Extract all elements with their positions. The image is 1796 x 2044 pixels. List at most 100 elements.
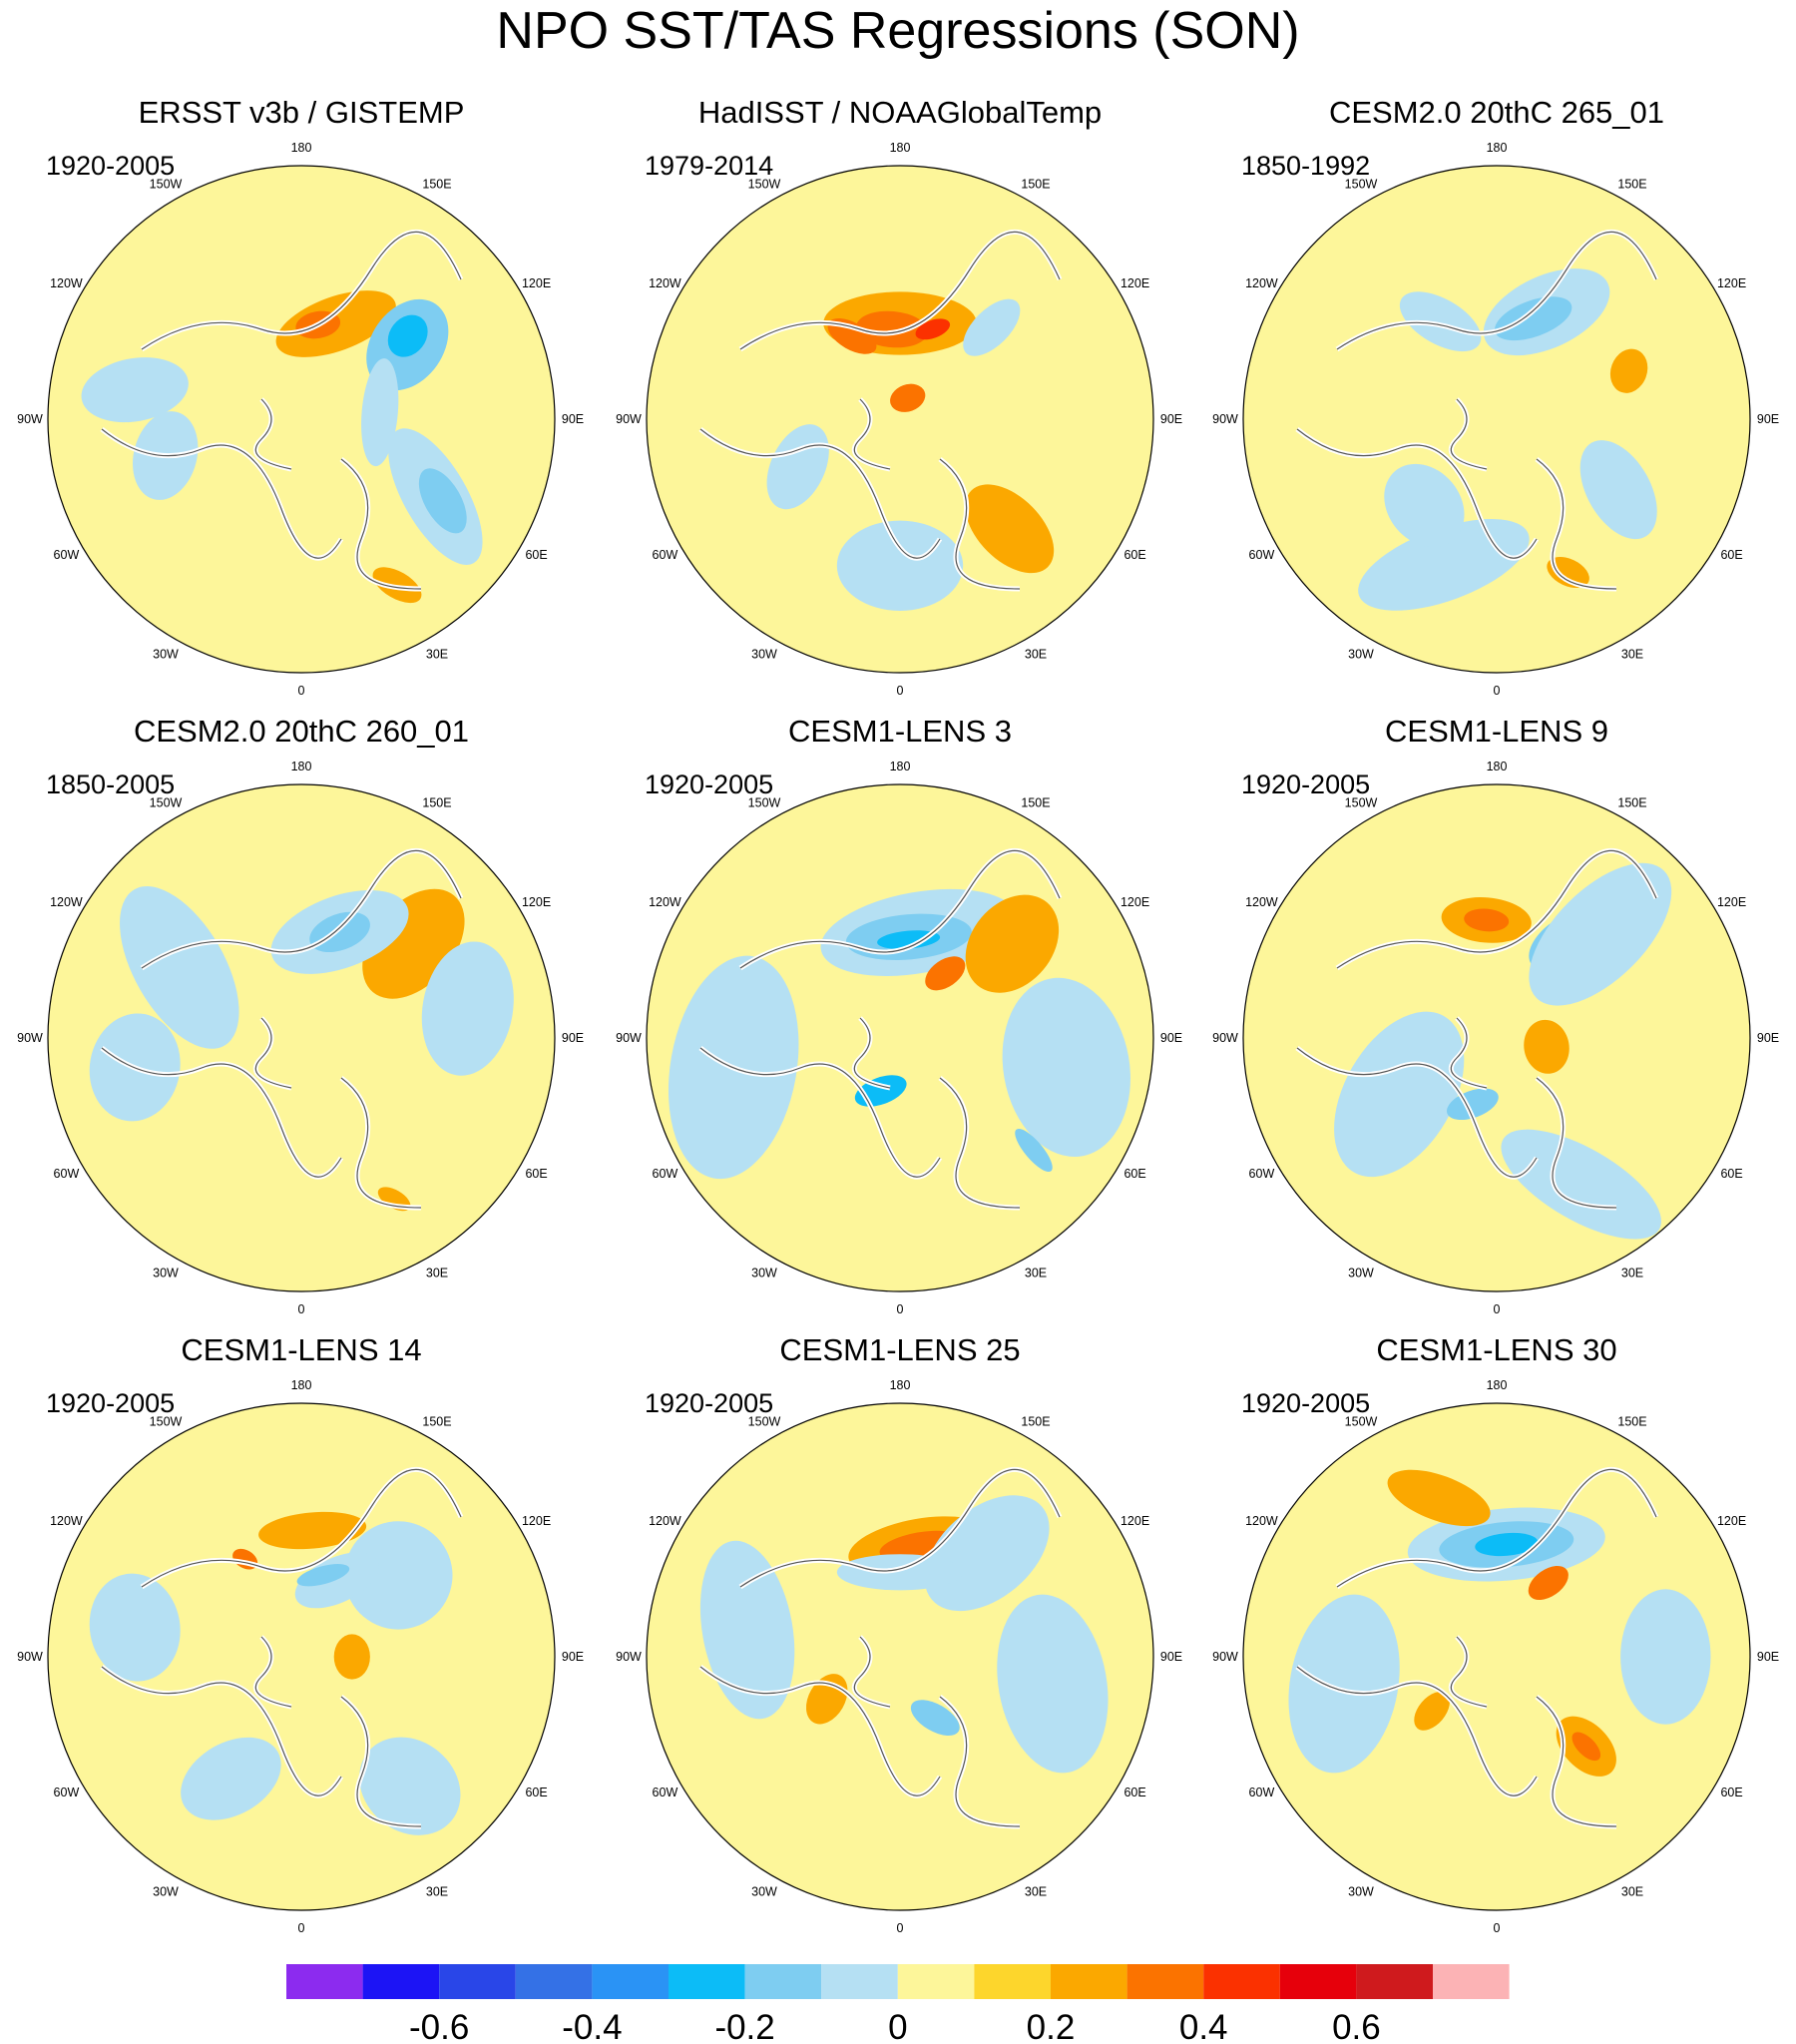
- colorbar-tick-label: 0.2: [1027, 2008, 1076, 2044]
- lon-label: 0: [1494, 684, 1501, 698]
- panel-lens-25: CESM1-LENS 25 1920-2005 180 150E 120E 90E 60…: [639, 1332, 1197, 1931]
- lon-label: 30W: [751, 1885, 777, 1899]
- lon-label: 60W: [54, 548, 80, 562]
- lon-label: 90W: [616, 1031, 642, 1045]
- lon-label: 30E: [426, 648, 448, 662]
- colorbar-swatch: [363, 1964, 440, 1999]
- lon-label: 90W: [1212, 1031, 1238, 1045]
- colorbar-swatch: [1433, 1964, 1510, 1999]
- lon-label: 60E: [525, 1167, 547, 1181]
- lon-label: 90E: [1757, 1650, 1779, 1664]
- colorbar-swatch: [516, 1964, 593, 1999]
- lon-label: 30E: [1025, 1267, 1047, 1280]
- colorbar-tick-label: -0.6: [409, 2008, 469, 2044]
- lon-label: 30E: [1025, 1885, 1047, 1899]
- lon-label: 120W: [1245, 895, 1278, 909]
- lon-label: 60W: [1249, 1786, 1275, 1799]
- panel-lens-30: CESM1-LENS 30 1920-2005 180 150E 120E 90E 60…: [1235, 1332, 1794, 1931]
- lon-label: 180: [890, 141, 911, 155]
- colorbar-swatch: [1356, 1964, 1433, 1999]
- lon-label: 30W: [751, 1267, 777, 1280]
- anomaly-patch: [837, 521, 963, 611]
- lon-label: 90E: [562, 1031, 584, 1045]
- lon-label: 60E: [1720, 1167, 1742, 1181]
- polar-map: 180 150E 120E 90E 60E 30E 0 30W 60W 90W 120W 150W: [1235, 714, 1794, 1312]
- anomaly-patch: [837, 1554, 963, 1590]
- lon-label: 120E: [1717, 895, 1746, 909]
- lon-label: 150W: [150, 795, 183, 809]
- lon-label: 30E: [1025, 648, 1047, 662]
- lon-label: 0: [1494, 1921, 1501, 1935]
- lon-label: 150W: [1345, 1414, 1378, 1428]
- colorbar-swatch: [1051, 1964, 1127, 1999]
- lon-label: 120W: [50, 276, 83, 290]
- lon-label: 90E: [562, 412, 584, 426]
- lon-label: 150E: [422, 177, 451, 191]
- polar-map: 180 150E 120E 90E 60E 30E 0 30W 60W 90W 120W 150W: [639, 95, 1197, 694]
- lon-label: 150E: [1021, 177, 1050, 191]
- lon-label: 90E: [1757, 1031, 1779, 1045]
- anomaly-patch: [334, 1634, 370, 1679]
- lon-label: 90E: [562, 1650, 584, 1664]
- map-field: [48, 166, 555, 673]
- lon-label: 150E: [1617, 177, 1646, 191]
- lon-label: 90W: [17, 1650, 43, 1664]
- lon-label: 120E: [1121, 895, 1149, 909]
- map-field: [647, 166, 1153, 673]
- lon-label: 120W: [649, 1514, 681, 1528]
- polar-map: 180 150E 120E 90E 60E 30E 0 30W 60W 90W 120W 150W: [40, 714, 599, 1312]
- lon-label: 60W: [54, 1786, 80, 1799]
- lon-label: 0: [897, 684, 904, 698]
- anomaly-patch: [1620, 1589, 1710, 1724]
- lon-label: 60W: [653, 1167, 678, 1181]
- lon-label: 120E: [522, 276, 551, 290]
- panel-lens-9: CESM1-LENS 9 1920-2005 180 150E 120E 90E 60E…: [1235, 714, 1794, 1312]
- lon-label: 120W: [1245, 1514, 1278, 1528]
- lon-label: 180: [890, 1378, 911, 1392]
- colorbar-tick-label: 0.4: [1179, 2008, 1228, 2044]
- polar-map: 180 150E 120E 90E 60E 30E 0 30W 60W 90W 120W 150W: [639, 714, 1197, 1312]
- lon-label: 60E: [1123, 1786, 1145, 1799]
- panel-grid: ERSST v3b / GISTEMP 1920-2005 180 150E 120…: [0, 0, 1796, 1896]
- lon-label: 60E: [1123, 1167, 1145, 1181]
- colorbar-tick-label: -0.4: [562, 2008, 622, 2044]
- lon-label: 150W: [748, 1414, 781, 1428]
- panel-ersst-gistemp: ERSST v3b / GISTEMP 1920-2005 180 150E 120…: [40, 95, 599, 694]
- lon-label: 30E: [1621, 1885, 1643, 1899]
- colorbar-tick-label: -0.2: [714, 2008, 774, 2044]
- lon-label: 30W: [751, 648, 777, 662]
- panel-cesm2-260: CESM2.0 20thC 260_01 1850-2005 180 150E 12…: [40, 714, 599, 1312]
- lon-label: 120E: [522, 1514, 551, 1528]
- lon-label: 30W: [153, 1267, 179, 1280]
- lon-label: 120E: [1121, 276, 1149, 290]
- lon-label: 90E: [1757, 412, 1779, 426]
- lon-label: 150E: [1021, 795, 1050, 809]
- lon-label: 60E: [525, 548, 547, 562]
- lon-label: 30W: [153, 1885, 179, 1899]
- map-field: [48, 1403, 555, 1910]
- lon-label: 120E: [1717, 276, 1746, 290]
- lon-label: 150W: [748, 795, 781, 809]
- lon-label: 60W: [1249, 1167, 1275, 1181]
- lon-label: 180: [291, 1378, 312, 1392]
- colorbar-swatch: [745, 1964, 822, 1999]
- lon-label: 120E: [1717, 1514, 1746, 1528]
- lon-label: 90W: [616, 1650, 642, 1664]
- colorbar-tick-label: 0: [888, 2008, 907, 2044]
- lon-label: 180: [291, 760, 312, 773]
- panel-cesm2-265: CESM2.0 20thC 265_01 1850-1992 180 150E 12…: [1235, 95, 1794, 694]
- lon-label: 60E: [1720, 548, 1742, 562]
- colorbar-swatch: [1280, 1964, 1357, 1999]
- colorbar-swatch: [592, 1964, 669, 1999]
- lon-label: 0: [298, 1921, 305, 1935]
- lon-label: 150W: [150, 177, 183, 191]
- polar-map: 180 150E 120E 90E 60E 30E 0 30W 60W 90W 120W 150W: [639, 1332, 1197, 1931]
- colorbar-swatch: [821, 1964, 898, 1999]
- lon-label: 150E: [422, 1414, 451, 1428]
- lon-label: 180: [1487, 1378, 1508, 1392]
- lon-label: 150E: [1617, 1414, 1646, 1428]
- colorbar-swatch: [1203, 1964, 1280, 1999]
- lon-label: 30W: [1348, 1885, 1374, 1899]
- lon-label: 150W: [150, 1414, 183, 1428]
- lon-label: 60E: [1720, 1786, 1742, 1799]
